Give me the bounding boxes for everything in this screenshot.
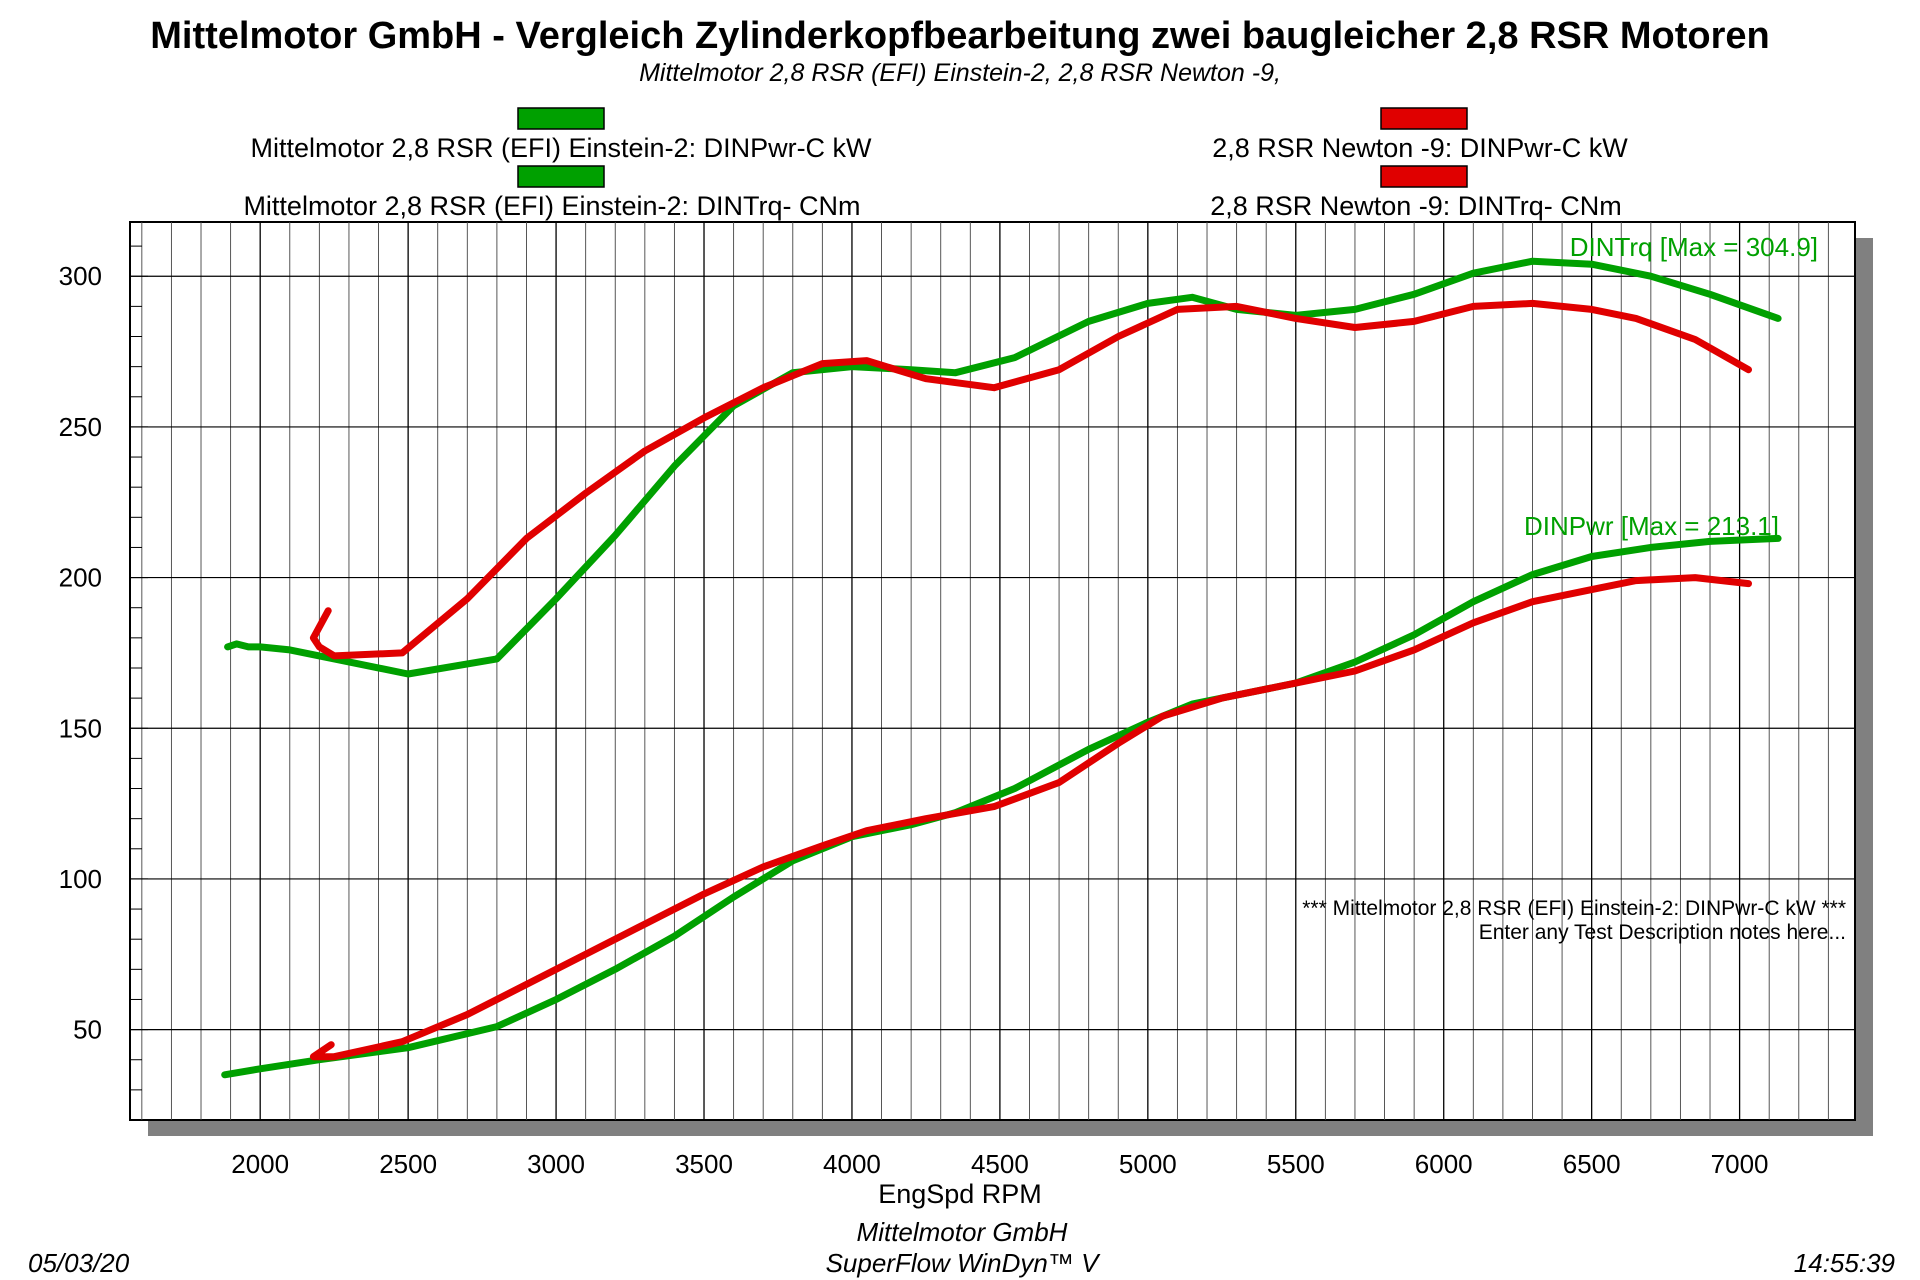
axis-ticks: 50 100 150 200 250 300 2000 2500 3000 3500 4000 450… xyxy=(59,245,1769,1179)
legend-swatch-newton-trq xyxy=(1380,165,1468,188)
x-tick-label: 3500 xyxy=(675,1149,733,1179)
chart-subtitle: Mittelmotor 2,8 RSR (EFI) Einstein-2, 2,… xyxy=(639,59,1281,87)
x-tick-label: 6500 xyxy=(1563,1149,1621,1179)
y-tick-label: 50 xyxy=(73,1015,102,1045)
x-tick-label: 2500 xyxy=(379,1149,437,1179)
footer-date: 05/03/20 xyxy=(28,1248,130,1278)
test-note-line2: Enter any Test Description notes here... xyxy=(1479,921,1846,944)
series-line-1 xyxy=(224,257,1782,678)
chart-title: Mittelmotor GmbH - Vergleich Zylinderkop… xyxy=(150,15,1769,57)
x-tick-label: 5000 xyxy=(1119,1149,1177,1179)
series-lines xyxy=(221,257,1782,1079)
series-line-3 xyxy=(221,534,1782,1079)
grid xyxy=(130,222,1855,1120)
x-tick-label: 6000 xyxy=(1415,1149,1473,1179)
y-tick-label: 200 xyxy=(59,563,102,593)
legend: Mittelmotor 2,8 RSR (EFI) Einstein-2: DI… xyxy=(243,107,1628,221)
y-tick-label: 150 xyxy=(59,713,102,743)
y-tick-label: 250 xyxy=(59,412,102,442)
legend-label-einstein-pwr: Mittelmotor 2,8 RSR (EFI) Einstein-2: DI… xyxy=(250,133,872,163)
series-line-4 xyxy=(309,574,1752,1061)
x-tick-label: 5500 xyxy=(1267,1149,1325,1179)
legend-label-newton-pwr: 2,8 RSR Newton -9: DINPwr-C kW xyxy=(1212,133,1628,163)
legend-label-newton-trq: 2,8 RSR Newton -9: DINTrq- CNm xyxy=(1210,191,1622,221)
y-tick-label: 100 xyxy=(59,864,102,894)
legend-swatch-newton-pwr xyxy=(1380,107,1468,130)
series-line-2 xyxy=(309,299,1752,660)
legend-swatch-einstein-trq xyxy=(517,165,605,188)
footer-company: Mittelmotor GmbH xyxy=(857,1217,1068,1247)
x-tick-label: 3000 xyxy=(527,1149,585,1179)
pwr-max-label: DINPwr [Max = 213.1] xyxy=(1524,511,1779,541)
legend-label-einstein-trq: Mittelmotor 2,8 RSR (EFI) Einstein-2: DI… xyxy=(243,191,860,221)
footer-time: 14:55:39 xyxy=(1794,1248,1895,1278)
legend-swatch-einstein-pwr xyxy=(517,107,605,130)
trq-max-label: DINTrq [Max = 304.9] xyxy=(1570,232,1818,262)
test-note-line1: *** Mittelmotor 2,8 RSR (EFI) Einstein-2… xyxy=(1302,897,1846,920)
footer-software: SuperFlow WinDyn™ V xyxy=(826,1248,1102,1278)
x-tick-label: 4000 xyxy=(823,1149,881,1179)
x-tick-label: 7000 xyxy=(1711,1149,1769,1179)
x-axis-label: EngSpd RPM xyxy=(878,1179,1042,1209)
x-tick-label: 2000 xyxy=(231,1149,289,1179)
x-tick-label: 4500 xyxy=(971,1149,1029,1179)
y-tick-label: 300 xyxy=(59,261,102,291)
